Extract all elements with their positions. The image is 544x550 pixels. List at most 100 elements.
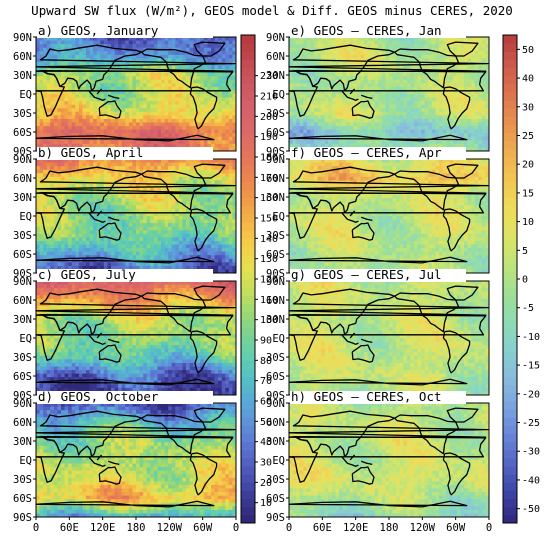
lat-tick-label: 30S	[13, 108, 32, 120]
heat-cell	[218, 212, 223, 217]
heat-cell	[43, 255, 48, 260]
heat-cell	[146, 219, 151, 224]
heat-cell	[175, 108, 180, 113]
heat-cell	[125, 233, 130, 238]
heat-cell	[178, 212, 183, 217]
heat-cell	[139, 219, 144, 224]
heat-cell	[161, 309, 165, 314]
heat-cell	[168, 122, 173, 127]
heat-cell	[189, 44, 194, 49]
heat-cell	[171, 255, 176, 260]
heat-cell	[150, 316, 155, 321]
heat-cell	[125, 76, 130, 81]
heat-cell	[103, 72, 108, 77]
heat-cell	[232, 208, 237, 213]
heat-cell	[43, 162, 48, 167]
heat-cell	[50, 345, 55, 350]
heat-cell	[136, 352, 140, 357]
heat-cell	[221, 136, 226, 141]
heat-cell	[157, 111, 162, 116]
heat-cell	[189, 115, 194, 120]
heat-cell	[211, 201, 215, 206]
heat-cell	[114, 111, 119, 116]
heat-cell	[189, 129, 194, 134]
heat-cell	[178, 90, 183, 95]
heat-cell	[78, 359, 83, 364]
heat-cell	[203, 302, 208, 307]
heat-cell	[146, 159, 151, 163]
heat-cell	[186, 198, 190, 203]
heat-cell	[111, 72, 115, 77]
heat-cell	[68, 284, 73, 289]
heat-cell	[128, 223, 133, 228]
heat-cell	[68, 44, 73, 49]
coastline	[35, 256, 215, 264]
heat-cell	[168, 216, 173, 220]
heat-cell	[164, 159, 169, 163]
heat-cell	[103, 348, 108, 353]
heat-cell	[193, 136, 198, 141]
heat-cell	[96, 352, 101, 357]
heat-cell	[132, 230, 137, 235]
heat-cell	[232, 284, 237, 289]
heat-cell	[125, 205, 130, 210]
heat-cell	[178, 341, 183, 346]
heat-cell	[64, 352, 69, 357]
heat-cell	[89, 40, 94, 45]
heat-cell	[71, 355, 76, 360]
heat-cell	[118, 348, 123, 353]
heat-cell	[125, 65, 130, 70]
heat-cell	[64, 54, 69, 59]
heat-cell	[186, 118, 190, 123]
heat-cell	[78, 198, 83, 203]
heat-cell	[150, 122, 155, 127]
heat-cell	[232, 291, 237, 296]
heat-cell	[103, 330, 108, 335]
heat-cell	[171, 86, 176, 91]
heat-cell	[218, 94, 223, 98]
heat-cell	[189, 166, 194, 171]
heat-cell	[128, 284, 133, 289]
heat-cell	[78, 288, 83, 293]
heat-cell	[207, 37, 212, 41]
heat-cell	[75, 183, 80, 188]
heat-cell	[61, 101, 65, 106]
heat-cell	[139, 83, 144, 88]
heat-cell	[200, 58, 205, 63]
heat-cell	[78, 219, 83, 224]
heat-cell	[50, 284, 55, 289]
heat-cell	[125, 362, 130, 367]
heat-cell	[57, 183, 62, 188]
heat-cell	[171, 180, 176, 185]
heat-cell	[93, 359, 98, 364]
heat-cell	[207, 122, 212, 127]
heat-cell	[143, 101, 148, 106]
heat-cell	[196, 223, 201, 228]
heat-cell	[200, 166, 205, 171]
heat-cell	[75, 208, 80, 213]
heat-cell	[221, 323, 226, 328]
heat-cell	[164, 341, 169, 346]
heat-cell	[107, 251, 112, 256]
heat-cell	[50, 298, 55, 303]
heat-cell	[111, 126, 115, 131]
heat-cell	[196, 230, 201, 235]
heat-cell	[64, 208, 69, 213]
heat-cell	[107, 86, 112, 91]
heat-cell	[232, 97, 237, 102]
heat-cell	[146, 305, 151, 310]
heat-cell	[161, 288, 165, 293]
heat-cell	[211, 262, 215, 267]
heat-cell	[57, 61, 62, 66]
heat-cell	[71, 212, 76, 217]
heat-cell	[118, 334, 123, 339]
heat-cell	[46, 330, 51, 335]
heat-cell	[146, 122, 151, 127]
heat-cell	[221, 348, 226, 353]
heat-cell	[36, 118, 40, 123]
heat-cell	[164, 327, 169, 332]
heat-cell	[111, 86, 115, 91]
heat-cell	[111, 251, 115, 256]
heat-cell	[64, 76, 69, 81]
heat-cell	[225, 54, 230, 59]
